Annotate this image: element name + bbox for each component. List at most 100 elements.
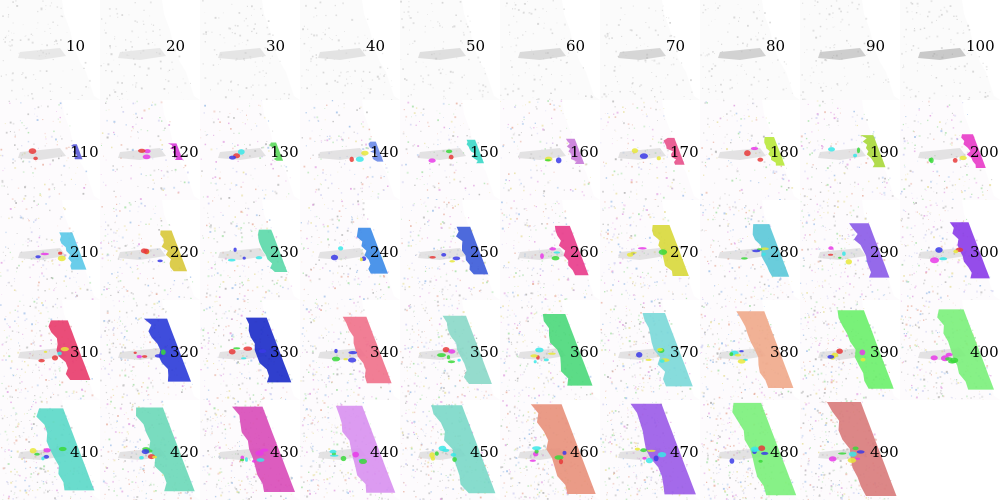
speckle (384, 74, 385, 75)
panel-label: 40 (366, 38, 385, 54)
speckle (807, 196, 808, 197)
speckle (135, 201, 136, 202)
speckle (623, 122, 625, 124)
speckle (314, 216, 315, 217)
speckle (443, 201, 445, 203)
speckle (209, 231, 211, 233)
speckle (667, 149, 669, 151)
sub-cluster (953, 158, 958, 163)
speckle (234, 45, 236, 47)
speckle (223, 281, 225, 283)
speckle (951, 119, 952, 120)
speckle (31, 330, 33, 332)
speckle (903, 275, 905, 277)
speckle (552, 143, 553, 144)
speckle (815, 149, 816, 150)
speckle (914, 203, 916, 205)
speckle (25, 195, 27, 197)
speckle (174, 280, 175, 281)
speckle (551, 265, 552, 266)
speckle (744, 207, 745, 208)
speckle (276, 282, 278, 284)
speckle (523, 190, 525, 192)
speckle (137, 265, 138, 266)
speckle (513, 248, 514, 249)
speckle (817, 282, 818, 283)
speckle (454, 172, 456, 174)
sub-cluster (234, 248, 237, 252)
speckle (9, 312, 11, 314)
speckle (27, 218, 28, 219)
speckle (451, 121, 453, 123)
speckle (742, 193, 743, 194)
speckle (4, 376, 5, 377)
speckle (503, 267, 504, 268)
speckle (334, 239, 336, 241)
speckle (805, 133, 806, 134)
speckle (262, 297, 263, 298)
speckle (857, 115, 858, 116)
speckle (739, 278, 740, 279)
speckle (529, 112, 531, 114)
speckle (784, 283, 785, 284)
speckle (232, 32, 233, 33)
speckle (19, 130, 20, 131)
speckle (866, 213, 867, 214)
speckle (286, 274, 287, 275)
speckle (862, 195, 864, 197)
speckle (320, 194, 322, 196)
speckle (545, 185, 546, 186)
speckle (868, 66, 870, 68)
speckle (918, 6, 919, 7)
speckle (586, 293, 587, 294)
speckle (367, 19, 369, 21)
speckle (121, 180, 122, 181)
speckle (513, 16, 514, 17)
speckle (612, 236, 614, 238)
speckle (26, 328, 27, 329)
speckle (151, 105, 152, 106)
speckle (517, 233, 518, 234)
speckle (45, 203, 47, 205)
speckle (617, 140, 618, 141)
speckle (905, 245, 907, 247)
speckle (330, 38, 331, 39)
speckle (556, 44, 557, 45)
speckle (927, 161, 929, 163)
speckle (211, 275, 213, 277)
speckle (183, 167, 184, 168)
speckle (6, 74, 7, 75)
speckle (160, 68, 162, 70)
speckle (391, 81, 392, 82)
speckle (783, 178, 785, 180)
speckle (637, 245, 638, 246)
speckle (453, 83, 454, 84)
speckle (738, 240, 740, 242)
speckle (422, 114, 423, 115)
speckle (507, 203, 508, 204)
speckle (443, 103, 445, 105)
speckle (319, 278, 321, 280)
speckle (544, 23, 545, 24)
speckle (163, 188, 165, 190)
speckle (720, 84, 722, 86)
speckle (718, 241, 719, 242)
speckle (850, 266, 851, 267)
speckle (652, 136, 653, 137)
speckle (873, 74, 874, 75)
speckle (50, 91, 51, 92)
speckle (311, 236, 312, 237)
speckle (505, 88, 507, 90)
speckle (38, 322, 39, 323)
speckle (138, 211, 139, 212)
speckle (534, 79, 536, 81)
speckle (363, 50, 365, 52)
speckle (553, 285, 554, 286)
speckle (836, 0, 837, 1)
speckle (554, 245, 555, 246)
speckle (115, 232, 117, 234)
speckle (872, 191, 873, 192)
speckle (303, 247, 305, 249)
speckle (306, 87, 308, 89)
